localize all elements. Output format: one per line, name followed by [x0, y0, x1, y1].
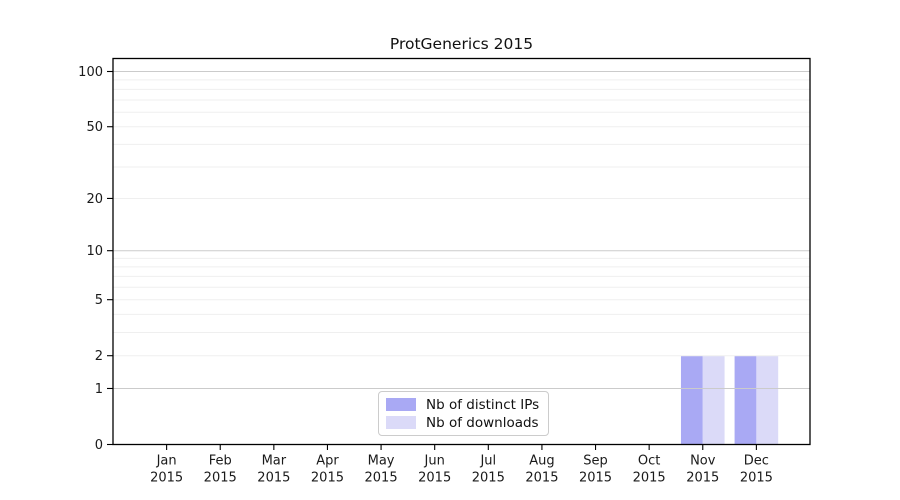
x-tick-label-year: 2015: [257, 471, 290, 486]
bar-nb-of-downloads-dec: [756, 355, 779, 445]
x-tick-label-month: Sep: [583, 454, 608, 469]
x-tick-label-month: Mar: [262, 454, 287, 469]
x-tick-label-year: 2015: [150, 471, 183, 486]
x-tick-label-year: 2015: [472, 471, 505, 486]
y-tick-label: 0: [95, 438, 103, 453]
y-tick-label: 10: [86, 244, 103, 259]
x-tick-label-month: May: [368, 454, 395, 469]
x-tick-label-month: Dec: [744, 454, 769, 469]
x-tick-label-year: 2015: [633, 471, 666, 486]
x-tick-label-month: Aug: [529, 454, 554, 469]
x-tick-label-year: 2015: [204, 471, 237, 486]
x-tick-label-month: Jun: [424, 454, 445, 469]
y-tick-label: 5: [95, 293, 103, 308]
y-tick-label: 2: [95, 349, 103, 364]
legend-label-distinct-ips: Nb of distinct IPs: [426, 396, 540, 413]
x-tick-label-year: 2015: [579, 471, 612, 486]
x-tick-label-month: Jan: [156, 454, 177, 469]
bar-nb-of-downloads-nov: [702, 355, 725, 445]
x-tick-label-month: Feb: [209, 454, 232, 469]
x-tick-label-month: Oct: [638, 454, 660, 469]
x-tick-label-month: Jul: [479, 454, 496, 469]
x-tick-label-month: Apr: [316, 454, 339, 469]
legend-label-downloads: Nb of downloads: [426, 414, 539, 431]
legend-swatch-distinct-ips: [386, 398, 416, 411]
x-tick-label-year: 2015: [418, 471, 451, 486]
y-tick-label: 100: [78, 65, 103, 80]
x-tick-label-year: 2015: [740, 471, 773, 486]
bar-nb-of-distinct-ips-nov: [680, 355, 703, 445]
x-tick-label-year: 2015: [365, 471, 398, 486]
legend-item-distinct-ips: Nb of distinct IPs: [386, 396, 539, 414]
x-tick-label-year: 2015: [311, 471, 344, 486]
plot-frame: [112, 57, 811, 446]
legend-item-downloads: Nb of downloads: [386, 414, 539, 432]
legend: Nb of distinct IPs Nb of downloads: [378, 391, 550, 436]
legend-swatch-downloads: [386, 416, 416, 429]
y-tick-label: 1: [95, 382, 103, 397]
bar-nb-of-distinct-ips-dec: [734, 355, 757, 445]
chart-title: ProtGenerics 2015: [389, 35, 534, 53]
x-tick-label-year: 2015: [686, 471, 719, 486]
y-tick-label: 20: [86, 192, 103, 207]
x-tick-label-year: 2015: [525, 471, 558, 486]
y-tick-label: 50: [86, 120, 103, 135]
x-tick-label-month: Nov: [690, 454, 716, 469]
